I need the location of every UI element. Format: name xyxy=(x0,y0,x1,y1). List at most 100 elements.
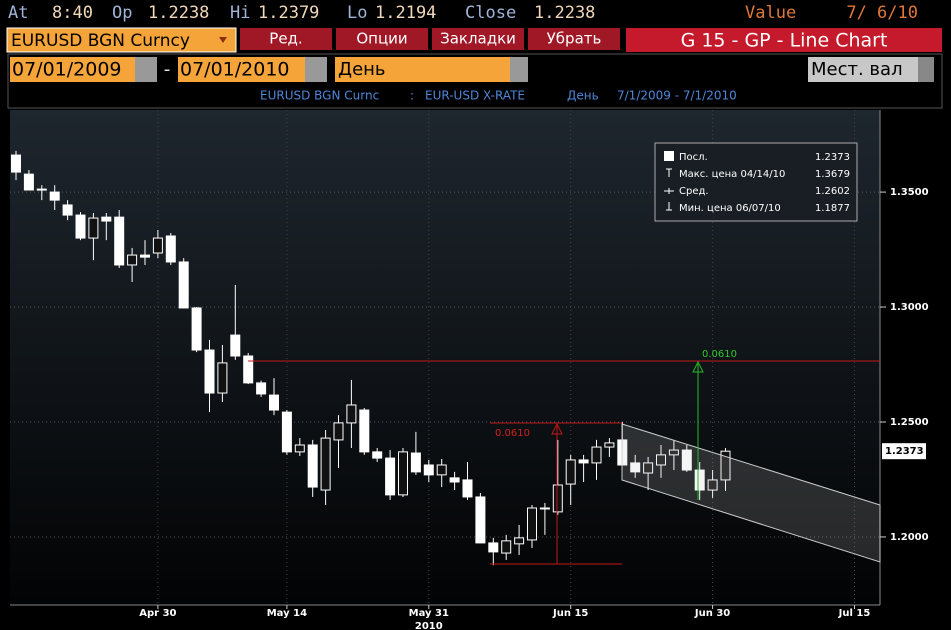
function-box xyxy=(626,28,942,52)
candle-body xyxy=(256,382,267,395)
candle-body xyxy=(359,409,370,453)
legend-value: 1.2602 xyxy=(815,186,850,197)
x-tick-label: May 31 xyxy=(409,608,449,619)
candle-body xyxy=(217,362,228,394)
candle-body xyxy=(462,479,473,498)
y-tick-label: 1.2000 xyxy=(890,532,929,543)
candle-body xyxy=(410,452,421,473)
candle-body xyxy=(62,204,73,216)
annotation: 0.0610 xyxy=(495,428,530,439)
candle-body xyxy=(294,444,305,453)
candle-body xyxy=(320,437,331,491)
dropdown-arrow xyxy=(219,37,227,43)
x-tick-label: Jun 30 xyxy=(694,608,730,619)
period-field[interactable] xyxy=(335,57,510,82)
legend-value: 1.1877 xyxy=(815,203,850,214)
candle-body xyxy=(307,444,318,488)
candle-body xyxy=(191,307,202,351)
subtitle-part: EUR-USD X-RATE xyxy=(425,89,525,103)
candle-body xyxy=(243,355,254,384)
legend-icon xyxy=(664,188,674,194)
field-tail xyxy=(918,57,934,82)
hi-label: Hi xyxy=(230,3,250,23)
candle-body xyxy=(127,254,138,266)
legend-icon xyxy=(664,151,674,161)
legend-label: Мин. цена 06/07/10 xyxy=(679,203,781,214)
currency-field[interactable] xyxy=(808,57,918,82)
x-tick-label: May 14 xyxy=(267,608,307,619)
legend-value: 1.3679 xyxy=(815,169,850,180)
end-date: 07/01/2010 xyxy=(180,59,290,81)
frame xyxy=(7,53,943,109)
candle-body xyxy=(668,449,679,456)
candle-body xyxy=(552,484,563,513)
y-tick-label: 1.3000 xyxy=(890,302,929,313)
candle-body xyxy=(75,214,86,239)
dash: - xyxy=(164,59,171,81)
security-box[interactable] xyxy=(6,27,237,53)
button[interactable] xyxy=(528,28,620,50)
candle-body xyxy=(269,394,279,411)
value-label: Value xyxy=(745,3,796,23)
candle-body xyxy=(346,404,357,424)
candle-body xyxy=(643,462,654,474)
hi-value: 1.2379 xyxy=(258,3,319,23)
button-label: Опции xyxy=(356,30,407,48)
subtitle-part: День xyxy=(567,89,599,103)
candle-body xyxy=(333,422,344,441)
candle-body xyxy=(101,216,112,222)
time: 8:40 xyxy=(52,3,93,23)
candle-body xyxy=(488,542,499,553)
y-tick-label: 1.2500 xyxy=(890,417,929,428)
legend-box xyxy=(654,142,858,222)
button-label: Убрать xyxy=(547,30,602,48)
candle-body xyxy=(565,459,576,485)
candle-body xyxy=(656,454,666,466)
candle-body xyxy=(707,479,718,491)
candle-body xyxy=(423,464,434,476)
subtitle-part: 7/1/2009 - 7/1/2010 xyxy=(617,89,737,103)
button[interactable] xyxy=(432,28,524,50)
start-field[interactable] xyxy=(10,57,135,82)
candle-body xyxy=(398,451,408,496)
subtitle-part: : xyxy=(410,89,414,103)
annotation: 0.0610 xyxy=(702,349,737,360)
x-group-label: 2010 xyxy=(415,621,443,630)
candle-body xyxy=(681,449,692,471)
candle-body xyxy=(281,411,292,453)
legend-icon xyxy=(666,168,672,177)
candle-body xyxy=(36,188,47,191)
candle-body xyxy=(527,507,537,541)
button-label: Закладки xyxy=(440,30,516,48)
button[interactable] xyxy=(240,28,332,50)
field-tail xyxy=(305,57,327,82)
candle-body xyxy=(178,261,189,309)
period: День xyxy=(338,59,386,80)
candle-body xyxy=(385,457,396,496)
legend-label: Сред. xyxy=(679,186,709,197)
currency: Мест. вал xyxy=(811,59,903,80)
field-tail xyxy=(135,57,157,82)
start-date: 07/01/2009 xyxy=(12,59,122,81)
candle-body xyxy=(204,349,215,394)
candle-body xyxy=(165,235,176,263)
candle-body xyxy=(449,477,460,483)
function-title: G 15 - GP - Line Chart xyxy=(681,30,888,52)
candle-body xyxy=(539,507,550,510)
subtitle-part: EURUSD BGN Curnc xyxy=(260,89,379,103)
x-tick-label: Jun 15 xyxy=(552,608,588,619)
candle-body xyxy=(720,450,731,481)
trend-channel xyxy=(621,423,881,563)
arrow-head xyxy=(551,422,563,435)
candle-body xyxy=(23,173,34,191)
security: EURUSD BGN Curncy xyxy=(11,31,190,51)
candle-body xyxy=(88,217,99,239)
end-field[interactable] xyxy=(178,57,305,82)
button[interactable] xyxy=(336,28,428,50)
candle-body xyxy=(475,496,486,544)
lo-label: Lo xyxy=(347,3,367,23)
candle-body xyxy=(514,537,525,545)
button-label: Ред. xyxy=(269,30,302,48)
close-value: 1.2238 xyxy=(534,3,595,23)
